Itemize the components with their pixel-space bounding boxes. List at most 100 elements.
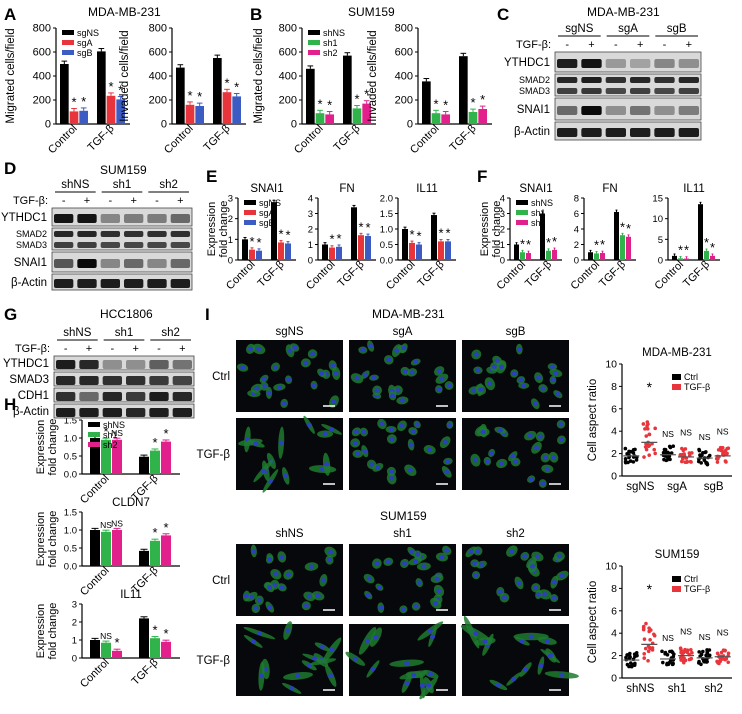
bar <box>139 550 149 566</box>
data-point <box>702 658 706 662</box>
bar <box>351 207 357 260</box>
significance-star: * <box>224 75 229 90</box>
y-tick-label: 400 <box>33 71 51 83</box>
significance-star: * <box>546 235 551 250</box>
blot-band <box>654 106 675 115</box>
y-axis-label: fold change <box>47 419 59 476</box>
micrograph-background <box>349 624 456 696</box>
blot-band <box>124 279 144 288</box>
data-point <box>663 447 668 452</box>
blot-row-label: YTHDC1 <box>1 212 47 224</box>
cell-nucleus <box>482 639 488 644</box>
blot-band <box>77 279 97 288</box>
y-tick-label: 0 <box>161 119 167 131</box>
cell-nucleus <box>251 548 257 554</box>
cell-nucleus <box>409 370 415 375</box>
cell-nucleus <box>523 667 529 672</box>
bar <box>97 51 106 124</box>
tgf-sign: - <box>157 343 161 355</box>
cell-nucleus <box>471 388 477 393</box>
blot-band <box>147 259 167 268</box>
y-tick-label: 600 <box>33 47 51 59</box>
significance-star: * <box>118 83 123 98</box>
cell-nucleus <box>542 455 549 460</box>
tgf-sign: - <box>110 343 114 355</box>
significance-star: * <box>620 219 625 234</box>
blot-band <box>172 376 192 385</box>
significance-star: * <box>103 424 108 439</box>
blot-band <box>77 231 97 237</box>
panel-letter-h: H <box>4 395 16 414</box>
significance-star: * <box>409 227 414 242</box>
blot-row-label: β-Actin <box>514 126 550 138</box>
cell-nucleus <box>427 628 433 634</box>
data-point <box>663 652 667 656</box>
ns-label: NS <box>111 518 123 528</box>
blot-band <box>79 392 99 401</box>
data-point <box>653 451 657 456</box>
data-point <box>653 426 657 431</box>
blot-band <box>100 231 120 237</box>
blot-group-label: shNS <box>63 327 91 339</box>
y-tick-label: 200 <box>149 95 167 107</box>
bar <box>139 618 149 658</box>
y-tick-label: 600 <box>149 47 167 59</box>
cell-nucleus <box>484 459 490 464</box>
cell-nucleus <box>362 372 368 377</box>
legend-label: sh1 <box>531 208 546 218</box>
cell-nucleus <box>551 455 557 460</box>
cell-nucleus <box>319 644 325 649</box>
cell-nucleus <box>494 358 500 363</box>
cell-nucleus <box>303 603 309 608</box>
blot-band <box>102 408 122 417</box>
blot-band <box>124 214 144 223</box>
data-point <box>647 629 651 634</box>
y-tick-label: 0.0 <box>64 470 77 481</box>
bar <box>101 439 111 474</box>
bar <box>402 229 408 260</box>
significance-star: * <box>647 379 653 395</box>
legend-label: sh1 <box>323 38 338 48</box>
legend-swatch <box>672 576 681 582</box>
x-tick-label: TGF-β <box>256 259 287 290</box>
y-tick-label: 2 <box>308 225 313 236</box>
cell-nucleus <box>558 422 564 427</box>
y-tick-label: 2 <box>228 214 233 225</box>
bar <box>710 255 715 260</box>
y-tick-label: 600 <box>279 47 297 59</box>
y-tick-label: 0 <box>407 119 413 131</box>
legend-swatch <box>62 30 74 35</box>
y-tick-label: 200 <box>33 95 51 107</box>
blot-band <box>149 392 169 401</box>
y-tick-label: 1.5 <box>64 416 77 427</box>
data-point <box>671 662 675 666</box>
significance-star: * <box>358 219 363 234</box>
blot-band <box>654 88 675 94</box>
cell-nucleus <box>295 673 301 679</box>
x-tick-label: TGF-β <box>416 259 447 290</box>
data-point <box>629 664 634 669</box>
y-tick-label: 3 <box>72 600 77 611</box>
cell-nucleus <box>416 580 422 585</box>
cell-nucleus <box>353 429 359 434</box>
blot-band <box>79 376 99 385</box>
bar <box>79 110 88 124</box>
significance-star: * <box>678 242 683 257</box>
cell-nucleus <box>327 549 334 555</box>
y-tick-label: 5 <box>658 235 663 246</box>
micrograph-tile <box>462 544 569 616</box>
bar <box>672 255 677 260</box>
blot-band <box>654 59 675 68</box>
cell-nucleus <box>329 647 335 652</box>
significance-star: * <box>438 226 443 241</box>
bar <box>684 258 689 260</box>
data-point <box>668 649 672 654</box>
data-point <box>697 659 701 664</box>
data-point <box>715 460 720 464</box>
y-tick-label: 200 <box>395 95 413 107</box>
blot-band <box>149 360 169 369</box>
y-axis-label: Expression <box>479 202 491 256</box>
